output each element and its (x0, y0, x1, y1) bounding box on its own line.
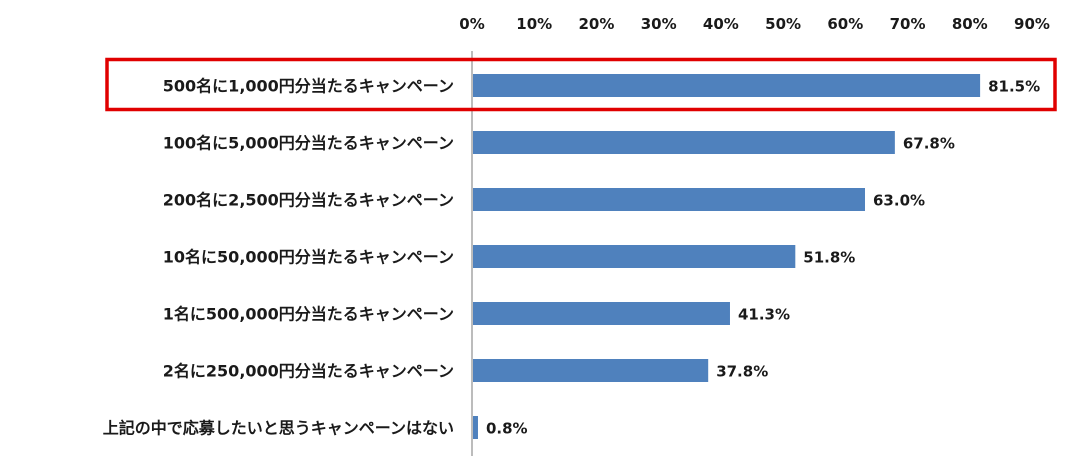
category-label: 10名に50,000円分当たるキャンペーン (163, 248, 454, 267)
x-tick-label: 20% (578, 15, 614, 33)
category-label: 500名に1,000円分当たるキャンペーン (163, 77, 454, 96)
bar (473, 359, 709, 382)
bar (473, 74, 981, 97)
bar (473, 245, 796, 268)
value-label: 63.0% (873, 192, 925, 210)
x-tick-label: 80% (952, 15, 988, 33)
category-label: 1名に500,000円分当たるキャンペーン (163, 305, 454, 324)
value-label: 67.8% (903, 135, 955, 153)
bar (473, 188, 865, 211)
bar (473, 416, 478, 439)
category-label: 100名に5,000円分当たるキャンペーン (163, 134, 454, 153)
x-tick-label: 0% (459, 15, 484, 33)
value-label: 0.8% (486, 420, 528, 438)
x-tick-label: 40% (703, 15, 739, 33)
x-tick-label: 30% (641, 15, 677, 33)
value-labels: 81.5% 67.8% 63.0% 51.8% 41.3% 37.8% 0.8% (486, 78, 1040, 438)
x-tick-label: 50% (765, 15, 801, 33)
value-label: 81.5% (988, 78, 1040, 96)
x-tick-label: 90% (1014, 15, 1050, 33)
x-axis-ticks: 0% 10% 20% 30% 40% 50% 60% 70% 80% 90% (459, 15, 1050, 33)
bar (473, 302, 730, 325)
category-labels: 500名に1,000円分当たるキャンペーン 100名に5,000円分当たるキャンペ… (103, 77, 454, 438)
value-label: 51.8% (803, 249, 855, 267)
category-label: 上記の中で応募したいと思うキャンペーンはない (103, 419, 454, 438)
x-tick-label: 10% (516, 15, 552, 33)
bar (473, 131, 895, 154)
x-tick-label: 60% (827, 15, 863, 33)
category-label: 2名に250,000円分当たるキャンペーン (163, 362, 454, 381)
x-tick-label: 70% (890, 15, 926, 33)
category-label: 200名に2,500円分当たるキャンペーン (163, 191, 454, 210)
value-label: 37.8% (716, 363, 768, 381)
value-label: 41.3% (738, 306, 790, 324)
highlight-box (105, 57, 1057, 112)
bars (473, 74, 981, 439)
